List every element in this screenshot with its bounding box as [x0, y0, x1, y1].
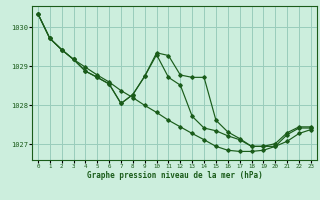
- X-axis label: Graphe pression niveau de la mer (hPa): Graphe pression niveau de la mer (hPa): [86, 171, 262, 180]
